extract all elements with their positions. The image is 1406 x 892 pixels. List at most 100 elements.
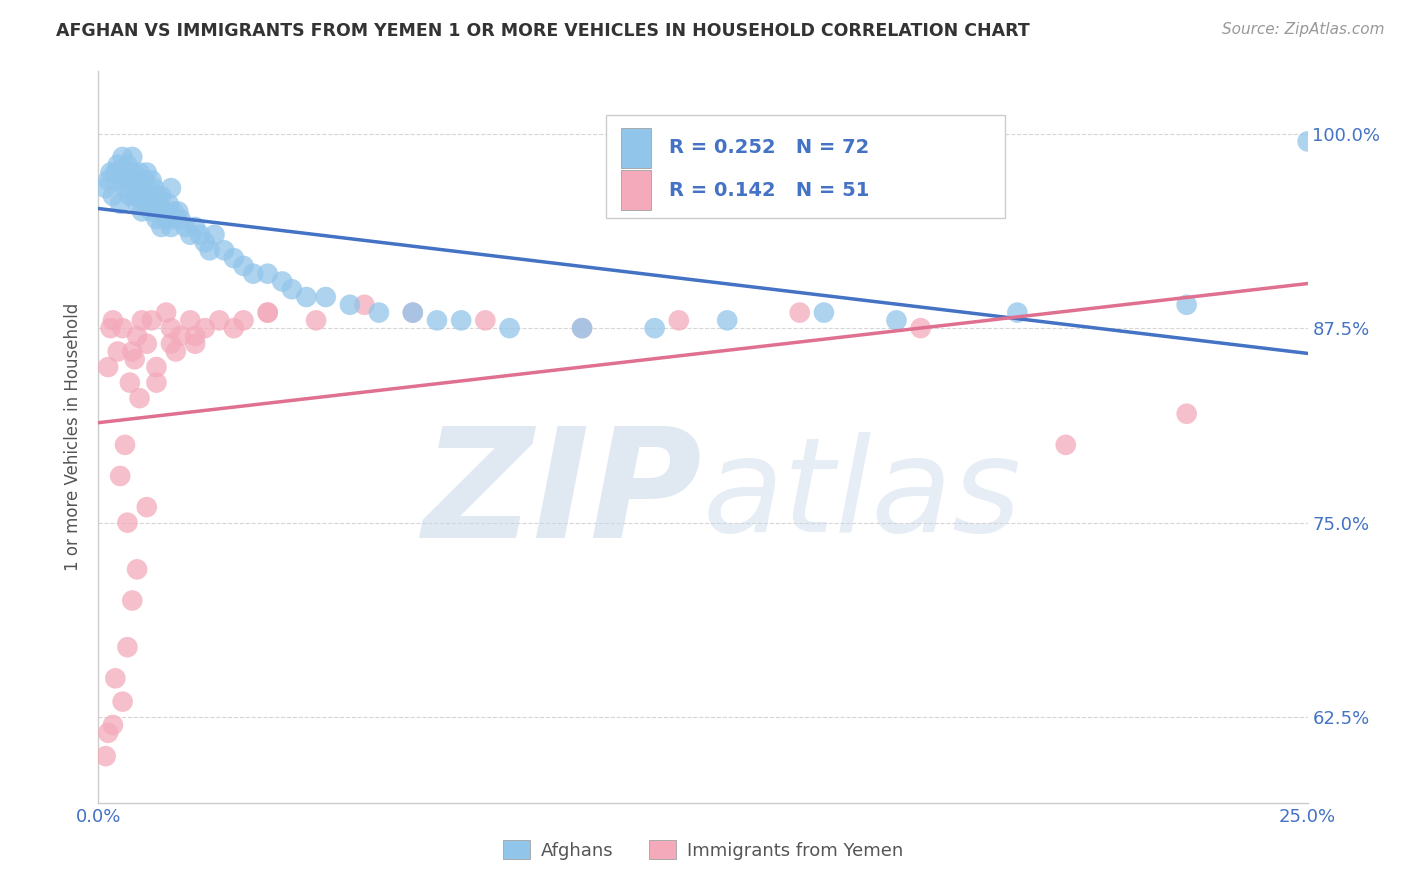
Point: [135, 500, 157, 515]
Point: [127, 196, 149, 211]
Point: [101, 189, 124, 203]
Point: [97, 725, 120, 739]
Point: [121, 344, 143, 359]
Point: [256, 305, 278, 319]
Point: [117, 158, 139, 172]
Point: [1296, 135, 1319, 149]
Point: [305, 313, 328, 327]
Point: [100, 165, 122, 179]
Point: [571, 321, 593, 335]
Point: [111, 695, 134, 709]
Point: [157, 196, 180, 211]
Point: [232, 259, 254, 273]
Point: [910, 321, 932, 335]
Point: [97, 359, 120, 374]
Point: [145, 189, 167, 203]
Point: [108, 469, 131, 483]
Point: [117, 640, 139, 655]
Point: [118, 189, 141, 203]
Point: [145, 359, 167, 374]
Point: [184, 336, 207, 351]
Point: [152, 204, 174, 219]
Point: [271, 275, 294, 289]
Point: [131, 204, 153, 219]
Text: Source: ZipAtlas.com: Source: ZipAtlas.com: [1222, 22, 1385, 37]
Point: [295, 290, 318, 304]
Point: [194, 235, 217, 250]
Point: [716, 313, 738, 327]
Point: [141, 313, 163, 327]
Bar: [606, 115, 1005, 218]
Point: [179, 313, 201, 327]
Point: [104, 165, 127, 179]
Point: [232, 313, 254, 327]
Point: [1175, 298, 1198, 312]
Point: [426, 313, 449, 327]
Point: [174, 219, 197, 234]
Point: [165, 344, 187, 359]
Point: [101, 718, 124, 732]
Point: [162, 204, 184, 219]
Point: [160, 181, 183, 195]
Point: [111, 173, 134, 187]
Point: [100, 321, 122, 335]
Point: [198, 244, 221, 258]
Point: [134, 173, 156, 187]
Point: [124, 189, 146, 203]
Point: [789, 305, 811, 319]
Point: [143, 181, 166, 195]
Point: [135, 196, 157, 211]
Point: [315, 290, 337, 304]
Point: [169, 329, 191, 343]
Point: [886, 313, 908, 327]
Point: [114, 181, 136, 195]
Point: [256, 305, 278, 319]
Point: [1007, 305, 1029, 319]
Point: [644, 321, 666, 335]
Point: [242, 267, 264, 281]
Point: [184, 329, 207, 343]
Point: [256, 267, 278, 281]
Point: [124, 352, 146, 367]
Point: [194, 321, 217, 335]
Point: [94, 749, 117, 764]
Point: [281, 282, 304, 296]
Point: [571, 321, 593, 335]
Point: [222, 321, 245, 335]
Point: [188, 227, 211, 242]
Point: [104, 671, 127, 685]
Point: [160, 219, 183, 234]
Point: [148, 196, 170, 211]
Point: [94, 181, 117, 195]
Y-axis label: 1 or more Vehicles in Household: 1 or more Vehicles in Household: [63, 303, 82, 571]
Point: [111, 150, 134, 164]
Point: [368, 305, 391, 319]
Text: R = 0.252   N = 72: R = 0.252 N = 72: [669, 138, 869, 157]
Point: [474, 313, 496, 327]
Point: [165, 212, 187, 227]
Point: [135, 336, 157, 351]
Point: [668, 313, 690, 327]
Point: [208, 313, 231, 327]
Point: [167, 204, 190, 219]
Point: [160, 336, 183, 351]
Point: [118, 376, 141, 390]
Point: [813, 305, 835, 319]
Point: [169, 212, 191, 227]
Point: [131, 313, 153, 327]
Point: [127, 173, 149, 187]
Point: [145, 376, 167, 390]
Point: [135, 165, 157, 179]
Point: [339, 298, 361, 312]
Legend: Afghans, Immigrants from Yemen: Afghans, Immigrants from Yemen: [495, 833, 911, 867]
Point: [107, 344, 129, 359]
Point: [1054, 438, 1077, 452]
Bar: [621, 128, 651, 168]
Point: [101, 313, 124, 327]
Point: [127, 329, 149, 343]
Point: [108, 196, 131, 211]
Point: [138, 189, 160, 203]
Text: R = 0.142   N = 51: R = 0.142 N = 51: [669, 181, 869, 200]
Point: [127, 562, 149, 576]
Point: [222, 251, 245, 265]
